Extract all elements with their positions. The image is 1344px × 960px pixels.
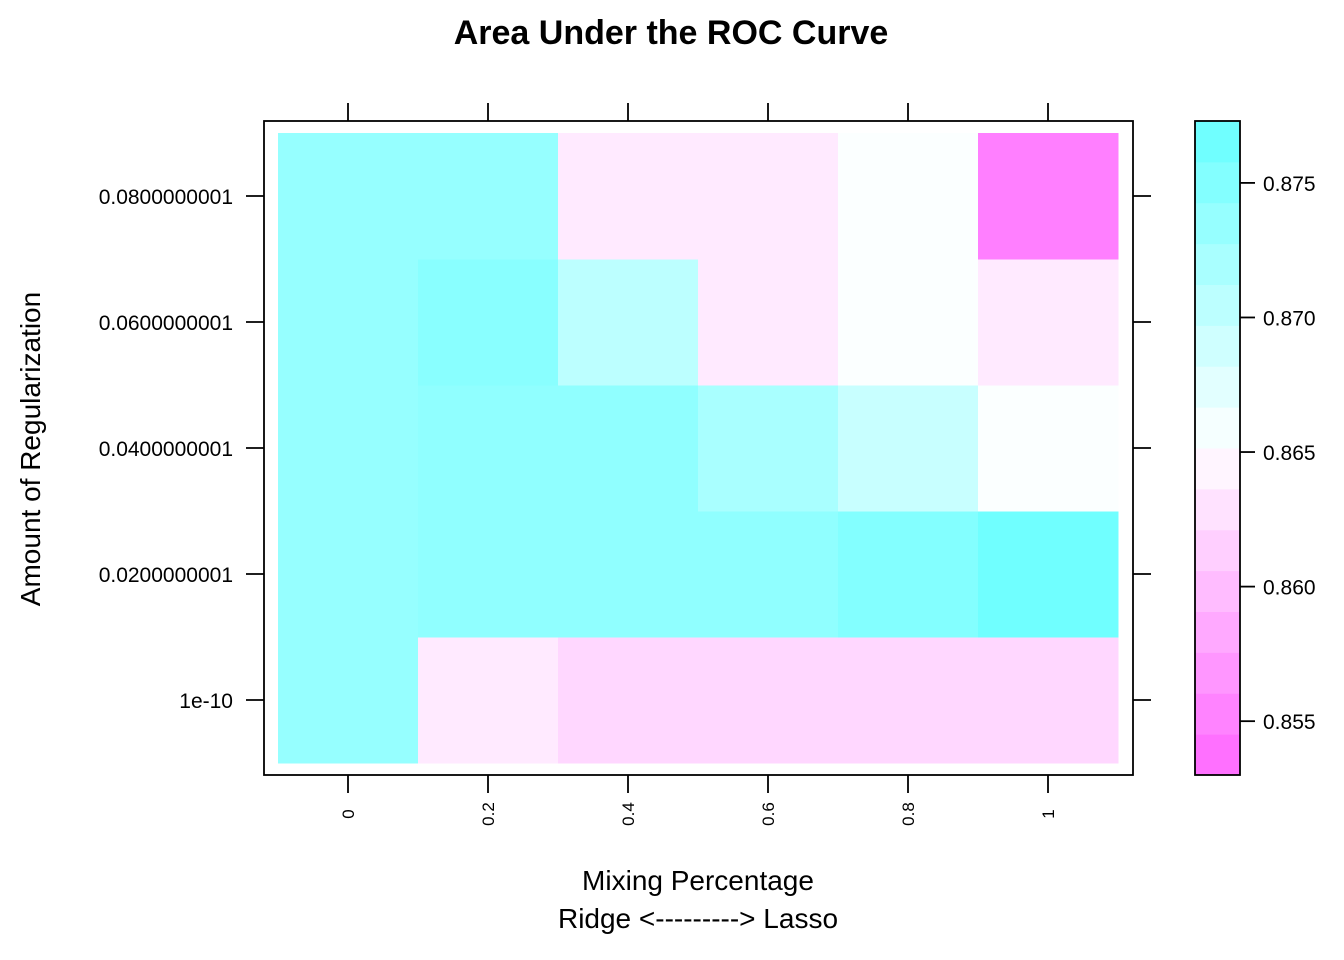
x-tick-label: 0.6 (759, 802, 778, 826)
heatmap-cell (698, 133, 839, 260)
heatmap-cell (838, 133, 979, 260)
heatmap-cell (418, 259, 559, 386)
colorbar-band (1195, 488, 1240, 531)
colorbar-tick-label: 0.860 (1263, 577, 1316, 600)
colorbar-ticks (1240, 182, 1255, 723)
heatmap-cell (418, 511, 559, 638)
colorbar (1195, 121, 1240, 776)
heatmap-cell (978, 385, 1119, 512)
heatmap-cell (278, 637, 419, 764)
colorbar-tick-label: 0.865 (1263, 442, 1316, 465)
heatmap-cell (978, 133, 1119, 260)
colorbar-band (1195, 448, 1240, 490)
colorbar-tick-labels: 0.855 0.860 0.865 0.870 0.875 (1263, 173, 1316, 734)
heatmap-cell (418, 133, 559, 260)
colorbar-band (1195, 734, 1240, 776)
y-axis-ticks (246, 195, 1151, 701)
colorbar-band (1195, 611, 1240, 653)
x-tick-label: 0.4 (619, 802, 638, 826)
y-axis-tick-labels: 1e-10 0.0200000001 0.0400000001 0.060000000… (99, 186, 233, 713)
y-tick-label: 0.0800000001 (99, 186, 233, 209)
y-tick-label: 0.0400000001 (99, 438, 233, 461)
colorbar-band (1195, 529, 1240, 572)
x-tick-label: 0.8 (899, 802, 918, 826)
colorbar-band (1195, 366, 1240, 408)
heatmap-cell (838, 511, 979, 638)
heatmap-cell (698, 259, 839, 386)
colorbar-band (1195, 570, 1240, 612)
colorbar-band (1195, 243, 1240, 285)
heatmap-cell (838, 637, 979, 764)
heatmap-cell (698, 511, 839, 638)
y-tick-label: 0.0200000001 (99, 564, 233, 587)
y-tick-label: 0.0600000001 (99, 312, 233, 335)
heatmap-cell (838, 385, 979, 512)
y-tick-label: 1e-10 (179, 690, 233, 713)
heatmap-cell (278, 385, 419, 512)
heatmap-cell (278, 511, 419, 638)
colorbar-tick-label: 0.875 (1263, 173, 1316, 196)
colorbar-frame (1194, 120, 1241, 776)
heatmap-cell (558, 259, 699, 386)
x-tick-label: 0.2 (479, 802, 498, 826)
colorbar-band (1195, 161, 1240, 204)
x-tick-label: 0 (339, 809, 358, 818)
heatmap-cells (278, 133, 1119, 764)
colorbar-band (1195, 284, 1240, 326)
colorbar-band (1195, 121, 1240, 163)
x-tick-label: 1 (1039, 809, 1058, 818)
x-axis-tick-labels: 0 0.2 0.4 0.6 0.8 1 (339, 802, 1058, 826)
heatmap-cell (838, 259, 979, 386)
heatmap-cell (558, 385, 699, 512)
heatmap-cell (978, 637, 1119, 764)
heatmap-cell (278, 133, 419, 260)
heatmap-cell (698, 385, 839, 512)
chart-title: Area Under the ROC Curve (454, 14, 889, 52)
heatmap-cell (418, 385, 559, 512)
heatmap-cell (558, 511, 699, 638)
y-axis-label: Amount of Regularization (15, 292, 46, 606)
colorbar-tick-label: 0.855 (1263, 711, 1316, 734)
colorbar-band (1195, 325, 1240, 367)
colorbar-band (1195, 652, 1240, 694)
heatmap-cell (558, 133, 699, 260)
x-axis-ticks (347, 103, 1049, 793)
colorbar-band (1195, 407, 1240, 449)
heatmap-cell (558, 637, 699, 764)
x-axis-label-direction: Ridge <---------> Lasso (558, 903, 838, 934)
colorbar-band (1195, 693, 1240, 735)
heatmap-cell (278, 259, 419, 386)
heatmap-cell (978, 259, 1119, 386)
heatmap-cell (418, 637, 559, 764)
heatmap-cell (978, 511, 1119, 638)
x-axis-label: Mixing Percentage (582, 865, 814, 896)
heatmap-cell (698, 637, 839, 764)
colorbar-tick-label: 0.870 (1263, 307, 1316, 330)
colorbar-band (1195, 202, 1240, 245)
